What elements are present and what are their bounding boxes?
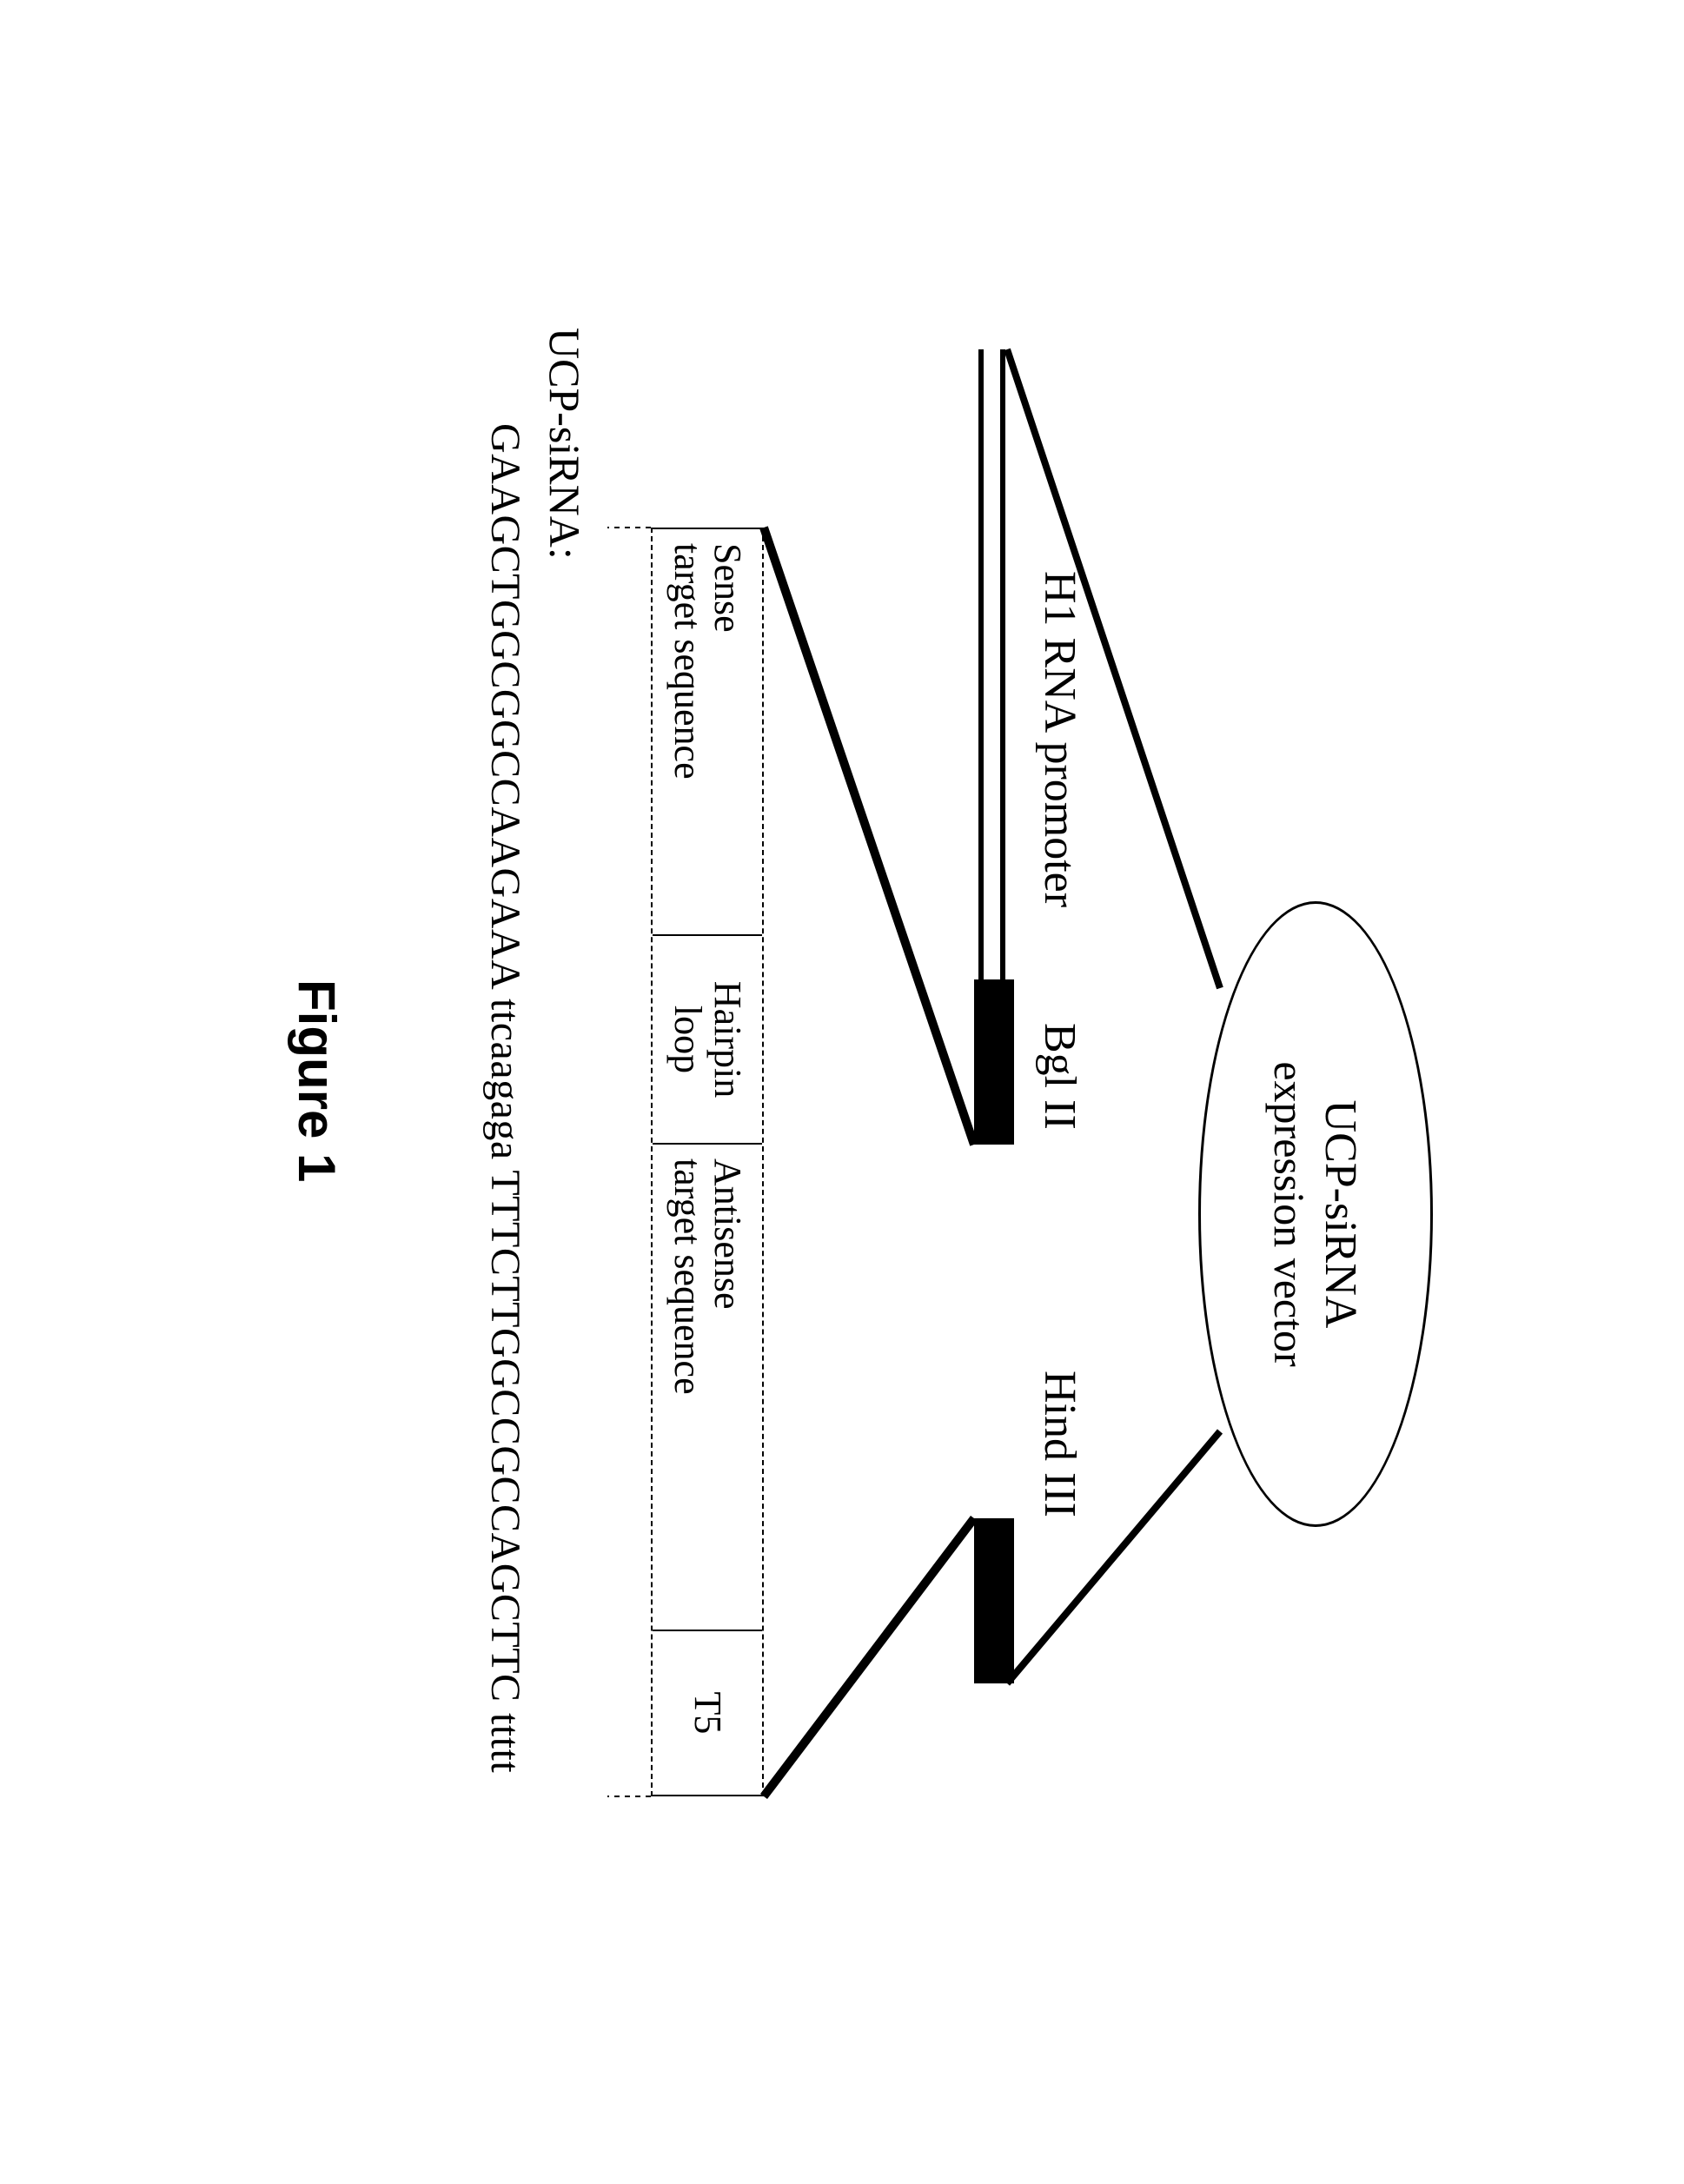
sense-cell: Sensetarget sequence bbox=[653, 528, 762, 936]
hind3-label: Hind III bbox=[1034, 1371, 1085, 1517]
antisense-cell-line2: target sequence bbox=[667, 1158, 707, 1395]
inner-line-right bbox=[764, 1518, 974, 1796]
t5-cell-line1: T5 bbox=[687, 1691, 727, 1734]
diagram-stage: UCP-siRNA expression vector H1 RNA promo… bbox=[190, 223, 1494, 1962]
rotated-canvas: UCP-siRNA expression vector H1 RNA promo… bbox=[190, 223, 1494, 1962]
hind3-rect bbox=[974, 1518, 1014, 1683]
lines-overlay bbox=[190, 223, 1494, 1962]
sense-cell-line1: Sense bbox=[707, 543, 747, 633]
sequence-label: UCP-siRNA: bbox=[540, 328, 590, 560]
sequence-text: GAAGCTGGCGGCCAAGAAA ttcaagaga TTTCTTGGCC… bbox=[481, 423, 529, 1773]
construct-boxes: Sensetarget sequenceHairpinloopAntisense… bbox=[651, 528, 764, 1796]
promoter-label: H1 RNA promoter bbox=[1034, 571, 1085, 907]
t5-cell: T5 bbox=[653, 1631, 762, 1796]
bgl2-label: Bgl II bbox=[1034, 1023, 1085, 1130]
antisense-cell: Antisensetarget sequence bbox=[653, 1145, 762, 1631]
antisense-cell-line1: Antisense bbox=[707, 1158, 747, 1310]
sense-cell-line2: target sequence bbox=[667, 543, 707, 780]
bgl2-rect bbox=[974, 979, 1014, 1145]
figure-caption: Figure 1 bbox=[287, 979, 347, 1182]
inner-line-left bbox=[764, 528, 974, 1145]
hairpin-cell-line1: Hairpin bbox=[707, 980, 747, 1097]
hairpin-cell-line2: loop bbox=[667, 1005, 707, 1072]
hairpin-cell: Hairpinloop bbox=[653, 936, 762, 1145]
